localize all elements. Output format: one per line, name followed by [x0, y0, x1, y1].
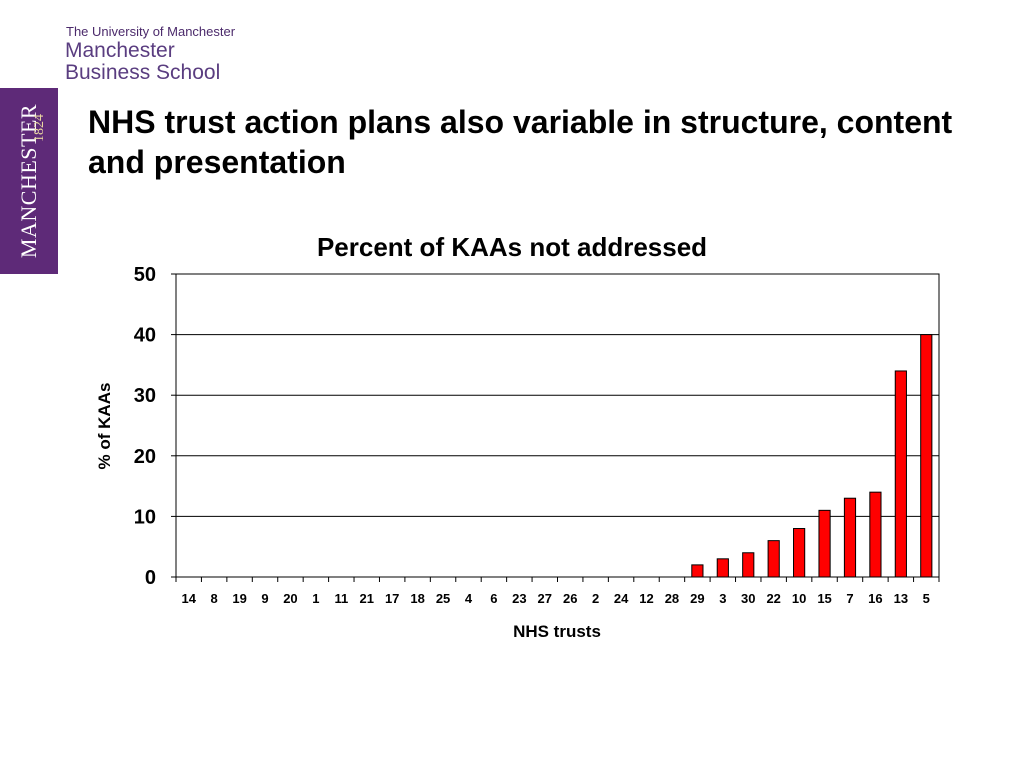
x-tick-label: 22 [766, 591, 780, 606]
x-tick-label: 19 [232, 591, 246, 606]
x-tick-label: 28 [665, 591, 679, 606]
x-tick-label: 18 [410, 591, 424, 606]
x-tick-label: 6 [490, 591, 497, 606]
x-tick-label: 26 [563, 591, 577, 606]
x-tick-label: 7 [846, 591, 853, 606]
chart-title: Percent of KAAs not addressed [317, 232, 707, 262]
x-tick-label: 20 [283, 591, 297, 606]
x-tick-label: 3 [719, 591, 726, 606]
y-tick-label: 20 [134, 446, 156, 468]
x-tick-label: 10 [792, 591, 806, 606]
x-tick-label: 24 [614, 591, 629, 606]
school-name-line2: Business School [65, 61, 221, 84]
y-tick-label: 40 [134, 325, 156, 347]
bar [767, 540, 780, 578]
x-tick-label: 5 [923, 591, 930, 606]
x-tick-label: 30 [741, 591, 755, 606]
x-tick-label: 16 [868, 591, 882, 606]
y-tick-label: 0 [145, 567, 156, 589]
x-tick-label: 25 [436, 591, 450, 606]
x-tick-label: 21 [360, 591, 374, 606]
x-tick-label: 2 [592, 591, 599, 606]
y-tick-label: 10 [134, 506, 156, 528]
x-tick-label: 17 [385, 591, 399, 606]
x-tick-label: 8 [211, 591, 218, 606]
x-tick-label: 27 [538, 591, 552, 606]
y-tick-label: 30 [134, 385, 156, 407]
x-tick-label: 14 [181, 591, 196, 606]
bar [920, 334, 933, 578]
bar [716, 558, 729, 578]
x-tick-label: 13 [894, 591, 908, 606]
x-tick-label: 9 [261, 591, 268, 606]
bar [793, 528, 806, 578]
bar [843, 497, 857, 578]
x-tick-label: 23 [512, 591, 526, 606]
bar [869, 491, 882, 578]
x-tick-label: 29 [690, 591, 704, 606]
x-tick-label: 15 [817, 591, 831, 606]
bar [894, 370, 907, 578]
bar [818, 509, 831, 578]
bar [691, 564, 704, 578]
school-name-line1: Manchester [65, 39, 175, 62]
x-tick-label: 11 [334, 591, 348, 606]
x-tick-label: 4 [465, 591, 473, 606]
slide-title: NHS trust action plans also variable in … [88, 104, 953, 180]
x-tick-label: 12 [639, 591, 653, 606]
y-tick-label: 50 [134, 264, 156, 286]
university-name: The University of Manchester [66, 24, 236, 39]
manchester-crest: MANCHESTER 1824 [0, 88, 58, 274]
business-school-logo: Manchester Business School [65, 40, 220, 84]
y-axis-label: % of KAAs [95, 383, 114, 470]
bar [742, 552, 755, 578]
plot-frame [175, 273, 940, 578]
x-tick-label: 1 [312, 591, 319, 606]
x-axis-label: NHS trusts [513, 622, 601, 641]
